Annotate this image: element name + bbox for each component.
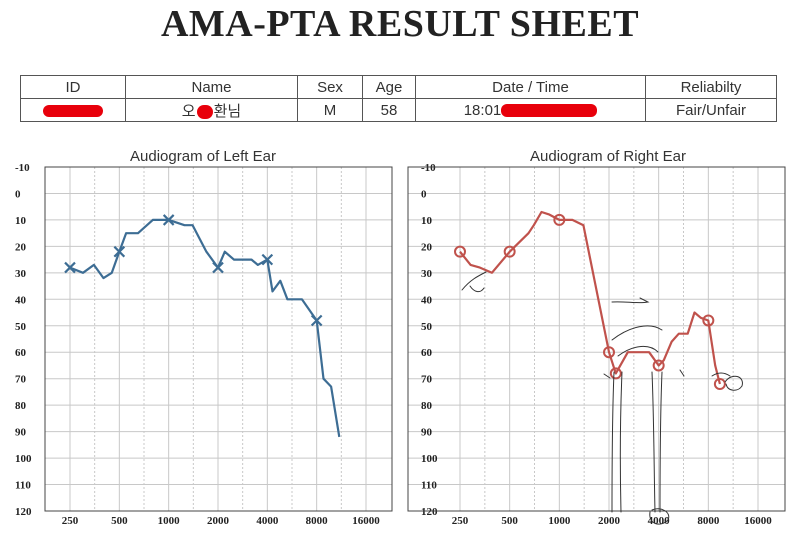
threshold-marker — [603, 346, 615, 359]
x-tick-label: 4000 — [648, 515, 671, 527]
pen-annotation — [611, 371, 615, 513]
info-value-row: 오 환님 M 58 18:01 Fair/Unfair — [20, 98, 777, 122]
y-tick-label: 110 — [15, 480, 31, 492]
y-tick-label: 90 — [421, 427, 433, 439]
threshold-marker — [702, 314, 715, 327]
sheet-title: AMA-PTA RESULT SHEET — [160, 3, 640, 45]
threshold-line — [69, 218, 341, 438]
y-tick-label: 20 — [15, 241, 27, 253]
left-chart-title: Audiogram of Left Ear — [130, 148, 276, 165]
sex-value: M — [297, 98, 363, 122]
datetime-redaction — [501, 104, 598, 118]
pen-annotation — [649, 508, 670, 525]
x-tick-label: 2000 — [207, 515, 230, 527]
y-tick-label: 50 — [421, 321, 433, 333]
age-value: 58 — [362, 98, 416, 122]
id-header: ID — [20, 75, 126, 99]
x-tick-label: 1000 — [158, 515, 181, 527]
plot-frame — [44, 166, 393, 512]
y-tick-label: 10 — [15, 215, 27, 227]
threshold-marker — [212, 261, 224, 274]
x-tick-label: 500 — [501, 515, 518, 527]
threshold-marker — [113, 245, 126, 258]
right-chart-title: Audiogram of Right Ear — [530, 148, 686, 165]
patient-info-table: ID Name Sex Age Date / Time Reliabilty 오… — [20, 75, 777, 122]
threshold-marker — [713, 377, 726, 390]
pen-annotation — [617, 346, 659, 357]
y-tick-label: 70 — [15, 374, 27, 386]
y-tick-label: 0 — [15, 188, 21, 200]
threshold-line — [459, 210, 721, 385]
name-cell: 오 환님 — [125, 98, 298, 122]
threshold-marker — [162, 214, 175, 226]
y-tick-label: -10 — [421, 162, 436, 174]
threshold-marker — [652, 359, 665, 372]
pen-annotation — [619, 371, 623, 513]
y-tick-label: 90 — [15, 427, 27, 439]
y-tick-label: -10 — [15, 162, 30, 174]
pen-annotation — [659, 371, 663, 513]
y-tick-label: 60 — [15, 347, 27, 359]
datetime-header: Date / Time — [415, 75, 646, 99]
threshold-marker — [310, 314, 323, 327]
pen-annotation — [611, 297, 650, 304]
threshold-marker — [261, 253, 274, 266]
x-tick-label: 16000 — [352, 515, 380, 527]
y-tick-label: 60 — [421, 347, 433, 359]
y-tick-label: 10 — [421, 215, 433, 227]
y-tick-label: 40 — [421, 294, 433, 306]
y-tick-label: 120 — [421, 506, 438, 518]
right-ear-chart: Audiogram of Right Ear -10 0 10 20 30 40 50 60 7… — [407, 148, 786, 527]
x-tick-label: 500 — [111, 515, 128, 527]
id-redaction — [43, 104, 103, 117]
threshold-marker — [553, 213, 566, 226]
info-header-row: ID Name Sex Age Date / Time Reliabilty — [20, 75, 777, 99]
y-tick-label: 0 — [421, 188, 427, 200]
pen-annotation — [651, 371, 656, 513]
y-tick-label: 100 — [15, 453, 32, 465]
threshold-marker — [64, 261, 76, 274]
y-tick-label: 100 — [421, 453, 438, 465]
x-tick-label: 1000 — [548, 515, 571, 527]
pen-annotation — [611, 325, 663, 341]
pen-annotation — [724, 375, 743, 391]
threshold-marker — [454, 245, 466, 258]
plot-frame — [407, 166, 786, 512]
y-tick-label: 20 — [421, 241, 433, 253]
x-tick-label: 8000 — [306, 515, 329, 527]
id-cell — [20, 98, 126, 122]
x-tick-label: 8000 — [697, 515, 720, 527]
pen-annotation — [461, 271, 487, 293]
threshold-marker — [503, 245, 516, 258]
datetime-cell: 18:01 — [415, 98, 646, 122]
left-ear-chart: Audiogram of Left Ear -10 0 10 20 30 40 50 60 70… — [15, 148, 393, 527]
y-tick-label: 110 — [421, 480, 437, 492]
reliability-value: Fair/Unfair — [645, 98, 777, 122]
x-tick-label: 16000 — [744, 515, 772, 527]
y-tick-label: 80 — [15, 400, 27, 412]
y-tick-label: 30 — [15, 268, 27, 280]
pen-annotation — [603, 369, 685, 379]
y-tick-label: 70 — [421, 374, 433, 386]
y-tick-label: 40 — [15, 294, 27, 306]
x-tick-label: 4000 — [256, 515, 279, 527]
y-tick-label: 120 — [15, 506, 32, 518]
threshold-marker — [609, 367, 622, 380]
x-tick-label: 250 — [452, 515, 469, 527]
name-redaction — [196, 104, 213, 119]
x-tick-label: 2000 — [598, 515, 621, 527]
x-tick-label: 250 — [62, 515, 79, 527]
name-first: 오 — [181, 102, 196, 120]
y-tick-label: 30 — [421, 268, 433, 280]
time-prefix: 18:01 — [463, 101, 502, 119]
reliability-header: Reliabilty — [645, 75, 777, 99]
sex-header: Sex — [297, 75, 363, 99]
y-tick-label: 50 — [15, 321, 27, 333]
name-last: 환님 — [213, 102, 242, 120]
y-tick-label: 80 — [421, 400, 433, 412]
pen-annotation — [711, 372, 731, 377]
